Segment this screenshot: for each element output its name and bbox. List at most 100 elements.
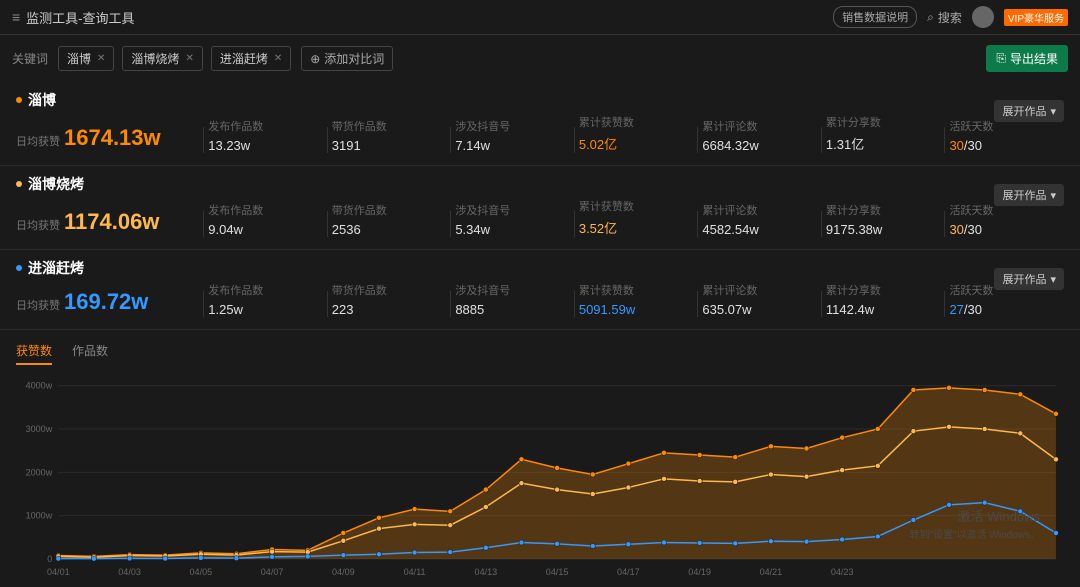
metric-value: 13.23w — [208, 138, 323, 153]
add-keyword-label: 添加对比词 — [324, 50, 384, 67]
export-label: 导出结果 — [1010, 50, 1058, 67]
svg-text:04/19: 04/19 — [688, 567, 711, 577]
metric-label: 累计分享数 — [826, 202, 941, 218]
metric-label: 发布作品数 — [208, 202, 323, 218]
keyword-chip[interactable]: 进淄赶烤 ✕ — [211, 46, 291, 71]
search-icon: ⌕ — [927, 10, 934, 25]
close-icon[interactable]: ✕ — [274, 53, 282, 64]
svg-text:04/07: 04/07 — [261, 567, 284, 577]
keyword-chips: 淄博 ✕ 淄博烧烤 ✕ 进淄赶烤 ✕ — [58, 46, 291, 71]
metric-value: 1.25w — [208, 302, 323, 317]
svg-text:04/09: 04/09 — [332, 567, 355, 577]
metric-label: 累计评论数 — [702, 282, 817, 298]
block-title: 淄博烧烤 — [28, 174, 84, 194]
close-icon[interactable]: ✕ — [97, 53, 105, 64]
metric-label: 累计评论数 — [702, 202, 817, 218]
metric-value: 9175.38w — [826, 222, 941, 237]
daily-likes-value: 1174.06w — [64, 209, 159, 235]
daily-likes-label: 日均获赞 — [16, 297, 60, 313]
metric-value: 1142.4w — [826, 302, 941, 317]
metric-label: 涉及抖音号 — [455, 202, 570, 218]
metric-value: 4582.54w — [702, 222, 817, 237]
svg-text:2000w: 2000w — [26, 467, 53, 477]
chip-label: 进淄赶烤 — [220, 50, 268, 67]
chart-tab[interactable]: 作品数 — [72, 342, 108, 365]
daily-likes-label: 日均获赞 — [16, 133, 60, 149]
chart-tab[interactable]: 获赞数 — [16, 342, 52, 365]
metric-value: 2536 — [332, 222, 447, 237]
metric-label: 带货作品数 — [332, 282, 447, 298]
metric-label: 累计分享数 — [826, 114, 941, 130]
export-button[interactable]: ⎘ 导出结果 — [986, 45, 1068, 72]
chevron-down-icon: ▾ — [1050, 189, 1056, 202]
metric-label: 发布作品数 — [208, 118, 323, 134]
block-title: 淄博 — [28, 90, 56, 110]
active-days-value: 30/30 — [949, 138, 1064, 153]
keyword-chip[interactable]: 淄博 ✕ — [58, 46, 114, 71]
daily-likes-value: 1674.13w — [64, 125, 161, 151]
daily-likes-label: 日均获赞 — [16, 217, 60, 233]
block-title: 进淄赶烤 — [28, 258, 84, 278]
metric-value: 3191 — [332, 138, 447, 153]
metric-value: 3.52亿 — [579, 218, 694, 237]
series-dot — [16, 181, 22, 187]
metric-label: 累计分享数 — [826, 282, 941, 298]
search-label: 搜索 — [938, 9, 962, 26]
metric-label: 发布作品数 — [208, 282, 323, 298]
filter-label: 关键词 — [12, 50, 48, 67]
svg-text:04/05: 04/05 — [190, 567, 213, 577]
metric-label: 累计获赞数 — [579, 282, 694, 298]
svg-text:04/13: 04/13 — [475, 567, 498, 577]
chip-label: 淄博烧烤 — [131, 50, 179, 67]
svg-text:04/21: 04/21 — [760, 567, 783, 577]
metric-label: 带货作品数 — [332, 118, 447, 134]
metric-value: 5091.59w — [579, 302, 694, 317]
svg-text:3000w: 3000w — [26, 424, 53, 434]
chevron-down-icon: ▾ — [1050, 105, 1056, 118]
metric-value: 5.02亿 — [579, 134, 694, 153]
svg-text:04/23: 04/23 — [831, 567, 854, 577]
expand-works-button[interactable]: 展开作品 ▾ — [994, 100, 1064, 122]
metric-value: 9.04w — [208, 222, 323, 237]
chip-label: 淄博 — [67, 50, 91, 67]
svg-text:0: 0 — [47, 554, 52, 564]
metric-label: 累计获赞数 — [579, 198, 694, 214]
daily-likes-value: 169.72w — [64, 289, 148, 315]
svg-text:04/03: 04/03 — [118, 567, 141, 577]
avatar[interactable] — [972, 6, 994, 28]
metric-label: 带货作品数 — [332, 202, 447, 218]
menu-icon[interactable]: ≡ — [12, 9, 20, 25]
keyword-chip[interactable]: 淄博烧烤 ✕ — [122, 46, 202, 71]
likes-line-chart: 01000w2000w3000w4000w04/0104/0304/0504/0… — [16, 369, 1064, 579]
svg-text:1000w: 1000w — [26, 511, 53, 521]
excel-icon: ⎘ — [996, 51, 1006, 66]
svg-text:04/17: 04/17 — [617, 567, 640, 577]
chevron-down-icon: ▾ — [1050, 273, 1056, 286]
svg-text:04/15: 04/15 — [546, 567, 569, 577]
expand-works-button[interactable]: 展开作品▾ — [994, 184, 1064, 206]
close-icon[interactable]: ✕ — [185, 53, 193, 64]
vip-badge: VIP豪华服务 — [1004, 9, 1068, 26]
expand-works-button[interactable]: 展开作品 ▾ — [994, 268, 1064, 290]
sales-info-pill[interactable]: 销售数据说明 — [833, 6, 917, 28]
series-dot — [16, 265, 22, 271]
metric-label: 累计获赞数 — [579, 114, 694, 130]
chart-tabs: 获赞数作品数 — [0, 330, 1080, 369]
metric-value: 635.07w — [702, 302, 817, 317]
metric-value: 7.14w — [455, 138, 570, 153]
page-title: 监测工具-查询工具 — [26, 8, 134, 27]
metric-label: 涉及抖音号 — [455, 282, 570, 298]
metric-value: 5.34w — [455, 222, 570, 237]
active-days-value: 27/30 — [949, 302, 1064, 317]
search-button[interactable]: ⌕ 搜索 — [927, 9, 962, 26]
series-dot — [16, 97, 22, 103]
plus-icon: ⊕ — [310, 52, 320, 66]
metric-value: 223 — [332, 302, 447, 317]
add-keyword-button[interactable]: ⊕ 添加对比词 — [301, 46, 393, 71]
expand-label: 展开作品 — [1002, 103, 1046, 119]
metric-value: 8885 — [455, 302, 570, 317]
metric-value: 6684.32w — [702, 138, 817, 153]
svg-text:04/11: 04/11 — [404, 567, 426, 577]
svg-text:04/01: 04/01 — [47, 567, 70, 577]
expand-label: 展开作品 — [1002, 271, 1046, 287]
